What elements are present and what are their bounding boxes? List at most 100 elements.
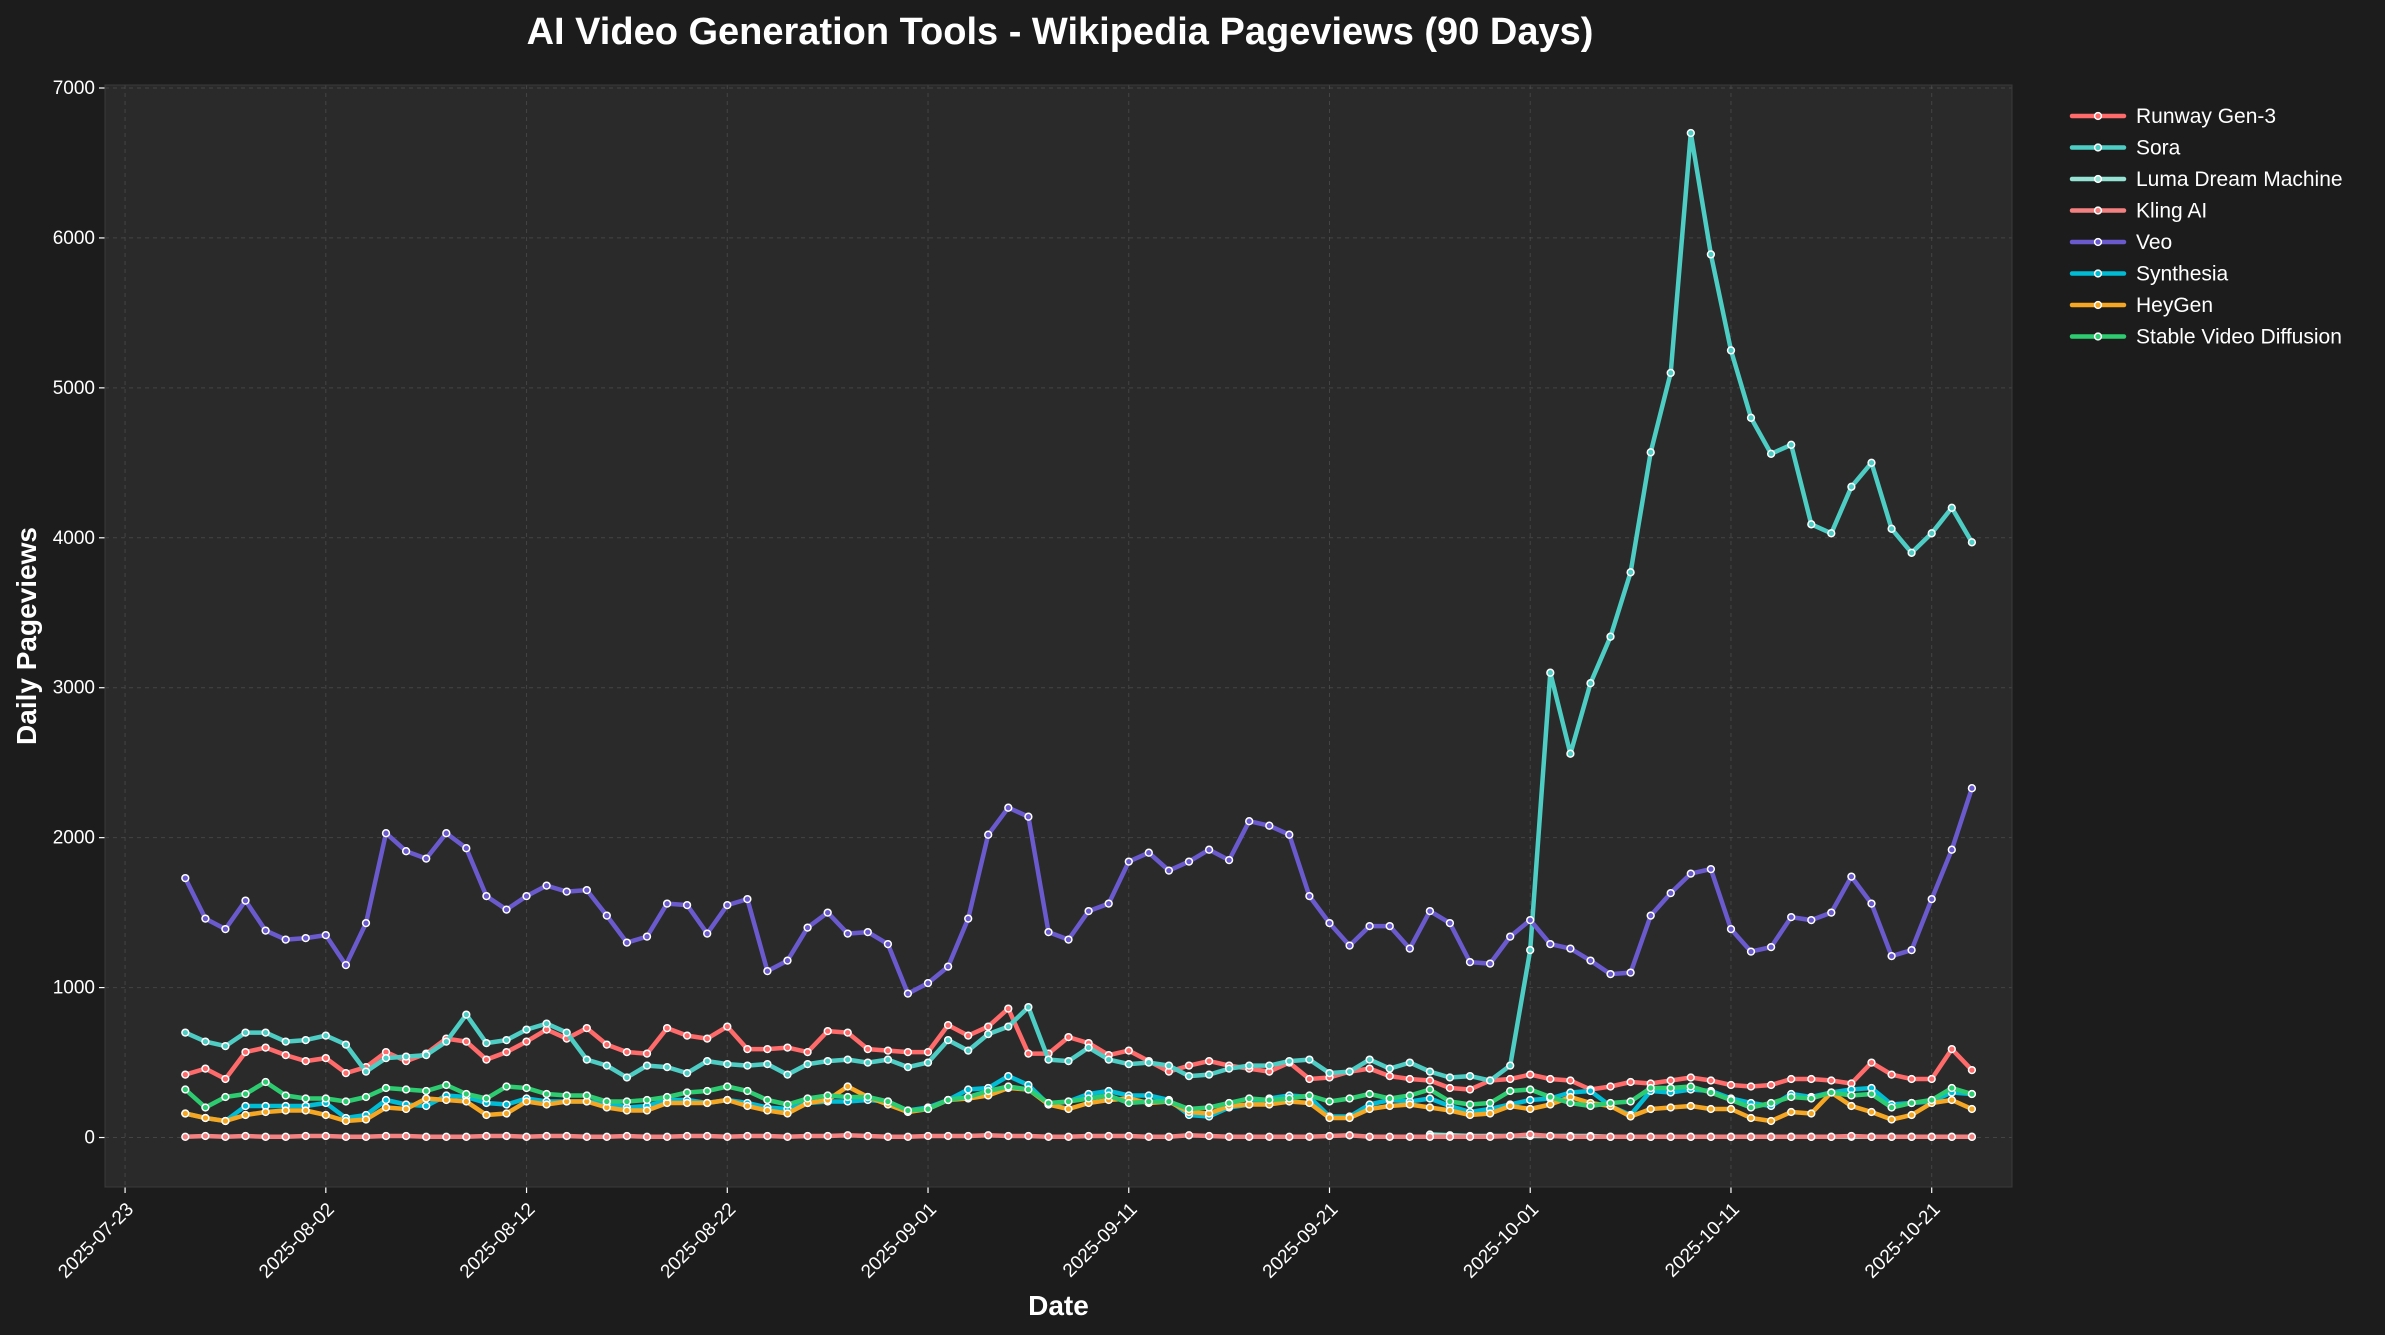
data-point bbox=[582, 1055, 591, 1064]
data-point bbox=[1887, 524, 1896, 533]
data-point bbox=[1385, 1064, 1394, 1073]
data-point bbox=[422, 1101, 431, 1111]
legend-swatch-marker bbox=[2093, 206, 2103, 215]
data-point bbox=[1245, 1061, 1254, 1070]
data-point bbox=[1967, 538, 1977, 547]
data-point bbox=[582, 885, 591, 895]
data-point bbox=[1566, 1076, 1575, 1085]
data-point bbox=[1807, 1132, 1816, 1141]
data-point bbox=[1224, 1064, 1234, 1073]
data-point bbox=[903, 989, 913, 998]
data-point bbox=[522, 1037, 531, 1046]
data-point bbox=[843, 1082, 852, 1091]
data-point bbox=[1385, 1132, 1394, 1141]
data-point bbox=[462, 1097, 471, 1106]
data-point bbox=[1586, 1101, 1595, 1111]
data-point bbox=[863, 1044, 872, 1054]
data-point bbox=[1184, 857, 1194, 866]
data-point bbox=[1204, 1103, 1214, 1112]
data-point bbox=[1606, 1082, 1615, 1091]
data-point bbox=[1907, 1098, 1916, 1108]
data-point bbox=[723, 1022, 732, 1031]
data-point bbox=[1265, 1095, 1274, 1105]
data-point bbox=[642, 1061, 652, 1070]
data-point bbox=[1787, 1107, 1796, 1117]
data-point bbox=[1445, 1073, 1455, 1082]
data-point bbox=[1465, 1110, 1475, 1120]
data-point bbox=[1666, 1076, 1675, 1085]
data-point bbox=[1606, 1098, 1615, 1108]
data-point bbox=[843, 1055, 852, 1064]
data-point bbox=[361, 918, 371, 928]
data-point bbox=[1566, 749, 1575, 758]
data-point bbox=[1706, 1132, 1716, 1141]
data-point bbox=[1706, 1076, 1716, 1085]
data-point bbox=[321, 1031, 330, 1040]
data-point bbox=[1084, 1043, 1093, 1052]
data-point bbox=[361, 1115, 371, 1124]
legend-swatch-marker bbox=[2093, 174, 2103, 184]
data-point bbox=[883, 1055, 893, 1064]
data-point bbox=[1044, 927, 1053, 937]
legend-item: HeyGen bbox=[2069, 294, 2213, 317]
data-point bbox=[241, 1089, 250, 1099]
data-point bbox=[682, 1131, 692, 1141]
data-point bbox=[843, 1131, 852, 1140]
data-point bbox=[1546, 1100, 1555, 1109]
data-point bbox=[1004, 1071, 1013, 1081]
data-point bbox=[1646, 911, 1655, 920]
data-point bbox=[1345, 941, 1354, 950]
data-point bbox=[823, 1131, 832, 1141]
data-point bbox=[1506, 1061, 1515, 1070]
data-point bbox=[1546, 939, 1555, 949]
data-point bbox=[1847, 1131, 1856, 1141]
data-point bbox=[602, 1061, 611, 1070]
data-point bbox=[622, 1073, 632, 1082]
data-point bbox=[803, 1131, 812, 1141]
data-point bbox=[1405, 1074, 1414, 1084]
data-point bbox=[381, 1103, 391, 1112]
data-point bbox=[1766, 449, 1776, 458]
data-point bbox=[984, 1029, 993, 1039]
data-point bbox=[642, 1095, 652, 1105]
data-point bbox=[1405, 1100, 1414, 1109]
data-point bbox=[1907, 548, 1916, 557]
data-point bbox=[201, 1037, 210, 1046]
data-point bbox=[1385, 921, 1394, 931]
data-point bbox=[1305, 1091, 1314, 1100]
data-point bbox=[221, 924, 230, 934]
data-point bbox=[1345, 1131, 1354, 1140]
data-point bbox=[241, 1131, 250, 1141]
data-point bbox=[1766, 1080, 1776, 1090]
data-point bbox=[1044, 1132, 1053, 1141]
data-point bbox=[1947, 1083, 1956, 1093]
data-point bbox=[903, 1047, 913, 1057]
y-tick-label: 1000 bbox=[53, 978, 95, 999]
data-point bbox=[1084, 1131, 1093, 1141]
data-point bbox=[642, 1132, 652, 1141]
data-point bbox=[1927, 1074, 1936, 1084]
data-point bbox=[1546, 668, 1555, 677]
data-point bbox=[381, 1095, 391, 1105]
data-point bbox=[1004, 803, 1013, 812]
data-point bbox=[221, 1074, 230, 1084]
data-point bbox=[1506, 932, 1515, 941]
data-point bbox=[181, 1028, 190, 1037]
data-point bbox=[803, 1094, 812, 1103]
data-point bbox=[1927, 1095, 1936, 1105]
data-point bbox=[622, 938, 632, 947]
data-point bbox=[642, 1049, 652, 1058]
data-point bbox=[602, 1097, 611, 1106]
data-point bbox=[743, 1044, 752, 1054]
legend-item: Sora bbox=[2069, 137, 2181, 160]
data-point bbox=[1887, 951, 1896, 961]
data-point bbox=[682, 1031, 692, 1040]
data-point bbox=[1465, 1071, 1475, 1081]
data-point bbox=[1626, 1077, 1635, 1087]
data-point bbox=[522, 1132, 531, 1141]
data-point bbox=[281, 1132, 290, 1141]
data-point bbox=[1245, 817, 1254, 826]
data-point bbox=[422, 1050, 431, 1060]
data-point bbox=[1124, 1059, 1133, 1069]
data-point bbox=[201, 1064, 210, 1073]
